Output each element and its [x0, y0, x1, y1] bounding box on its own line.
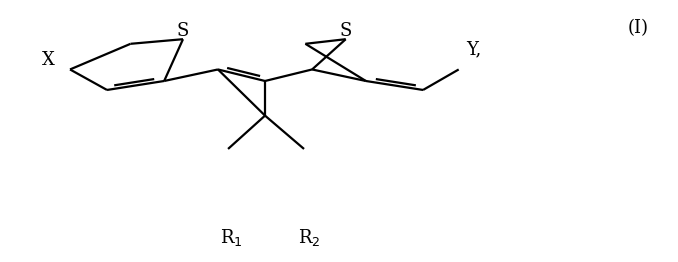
- Text: (I): (I): [628, 19, 649, 37]
- Text: S: S: [340, 23, 352, 41]
- Text: R$_2$: R$_2$: [298, 227, 320, 248]
- Text: X: X: [42, 51, 55, 69]
- Text: Y,: Y,: [466, 40, 481, 58]
- Text: R$_1$: R$_1$: [220, 227, 243, 248]
- Text: S: S: [177, 23, 189, 41]
